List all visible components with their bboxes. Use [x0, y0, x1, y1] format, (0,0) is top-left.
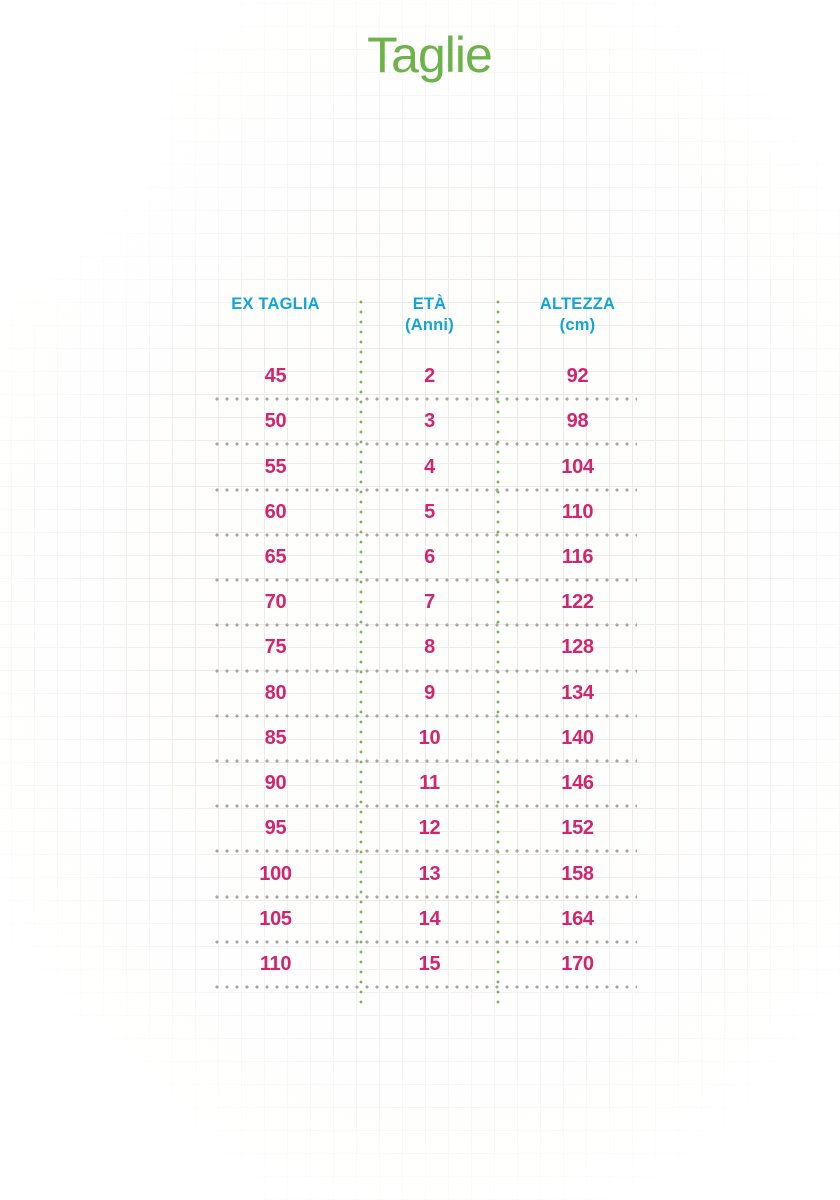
cell-ex-taglia: 105: [259, 907, 292, 930]
column-divider-dotted-line: [496, 297, 500, 1010]
cell-altezza: 92: [566, 365, 589, 388]
cell-ex-taglia: 45: [264, 365, 287, 388]
cell-eta: 12: [418, 817, 441, 840]
cell-altezza: 128: [561, 636, 594, 659]
cell-eta: 9: [424, 681, 435, 704]
table-row: 45 2 92: [210, 354, 637, 402]
page-title: Taglie: [367, 27, 493, 83]
column-header-sub: (Anni): [405, 316, 454, 334]
column-header-label: EX TAGLIA: [231, 295, 320, 313]
cell-ex-taglia: 75: [264, 636, 287, 659]
cell-eta: 14: [418, 907, 441, 930]
cell-eta: 4: [424, 455, 435, 478]
table-row: 60 5 110: [210, 490, 637, 538]
cell-altezza: 146: [561, 772, 594, 795]
cell-ex-taglia: 70: [264, 591, 287, 614]
cell-ex-taglia: 60: [264, 500, 287, 523]
cell-eta: 15: [418, 952, 441, 975]
cell-altezza: 158: [561, 862, 594, 885]
cell-ex-taglia: 50: [264, 410, 287, 433]
table-header-row: EX TAGLIA ETÀ (Anni) ALTEZZA (cm): [210, 292, 637, 354]
table-row: 75 8 128: [210, 625, 637, 673]
column-header-label: ETÀ: [412, 295, 447, 313]
cell-eta: 2: [424, 365, 435, 388]
table-row: 110 15 170: [210, 942, 637, 990]
column-header-altezza: ALTEZZA (cm): [508, 294, 647, 336]
cell-altezza: 134: [561, 681, 594, 704]
table-row: 65 6 116: [210, 535, 637, 583]
cell-altezza: 110: [561, 500, 594, 523]
cell-ex-taglia: 95: [264, 817, 287, 840]
cell-ex-taglia: 65: [264, 545, 287, 568]
cell-ex-taglia: 90: [264, 772, 287, 795]
cell-eta: 8: [424, 636, 435, 659]
cell-eta: 13: [418, 862, 441, 885]
column-header-ex-taglia: EX TAGLIA: [200, 294, 351, 315]
table-row: 80 9 134: [210, 671, 637, 718]
cell-altezza: 170: [561, 952, 594, 975]
cell-eta: 7: [424, 591, 435, 614]
cell-altezza: 116: [561, 545, 594, 568]
table-row: 100 13 158: [210, 851, 637, 899]
table-row: 85 10 140: [210, 716, 637, 764]
table-row: 105 14 164: [210, 897, 637, 945]
column-header-label: ALTEZZA: [539, 295, 616, 313]
cell-altezza: 152: [561, 817, 594, 840]
table-row: 90 11 146: [210, 761, 637, 809]
column-header-sub: (cm): [559, 316, 596, 334]
cell-altezza: 164: [561, 907, 594, 930]
cell-altezza: 98: [566, 410, 589, 433]
cell-ex-taglia: 100: [259, 862, 292, 885]
column-header-eta: ETÀ (Anni): [361, 294, 498, 336]
table-row: 95 12 152: [210, 806, 637, 854]
cell-eta: 10: [418, 726, 441, 749]
table-row: 55 4 104: [210, 444, 637, 492]
cell-eta: 11: [419, 772, 440, 795]
cell-altezza: 122: [561, 591, 594, 614]
cell-eta: 3: [424, 410, 435, 433]
table-body: 45 2 92 50 3 98 55 4 104 60 5 110: [210, 354, 637, 990]
cell-ex-taglia: 80: [264, 681, 287, 704]
table-row: 70 7 122: [210, 580, 637, 628]
table-row: 50 3 98: [210, 399, 637, 447]
cell-altezza: 104: [561, 455, 594, 478]
cell-ex-taglia: 85: [264, 726, 287, 749]
cell-ex-taglia: 110: [259, 952, 292, 975]
size-table: EX TAGLIA ETÀ (Anni) ALTEZZA (cm) 45 2 9…: [210, 292, 637, 1010]
cell-eta: 6: [424, 545, 435, 568]
column-divider-dotted-line: [359, 297, 363, 1010]
cell-eta: 5: [424, 500, 435, 523]
cell-ex-taglia: 55: [264, 455, 287, 478]
cell-altezza: 140: [561, 726, 594, 749]
